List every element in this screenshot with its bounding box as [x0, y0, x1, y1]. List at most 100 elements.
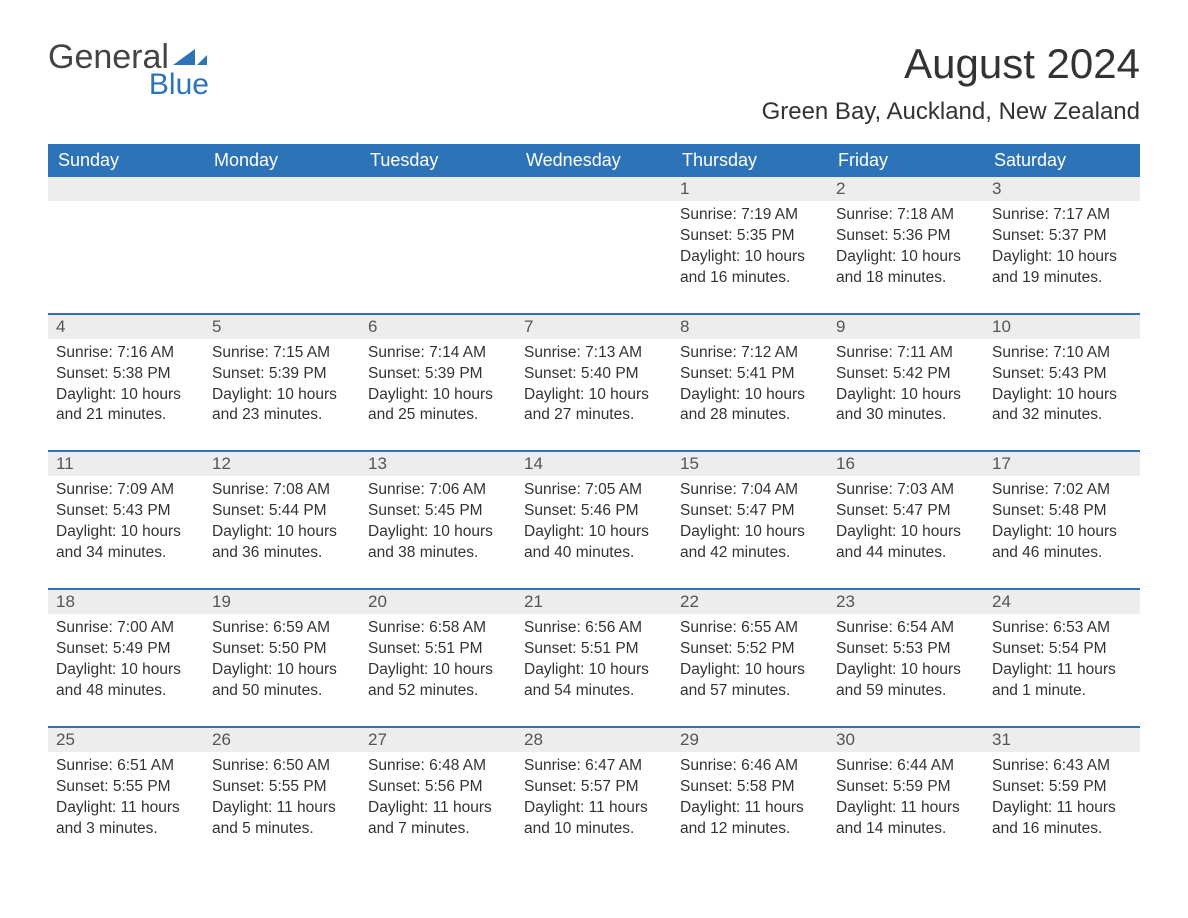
weekday-header: Thursday [672, 144, 828, 177]
day-number: 7 [516, 315, 672, 339]
sunset-text: Sunset: 5:41 PM [680, 364, 820, 385]
daylight-text: Daylight: 10 hours and 40 minutes. [524, 522, 664, 564]
calendar-table: SundayMondayTuesdayWednesdayThursdayFrid… [48, 144, 1140, 863]
daylight-text: Daylight: 10 hours and 27 minutes. [524, 385, 664, 427]
weekday-header: Monday [204, 144, 360, 177]
logo-text-sub: Blue [48, 70, 209, 100]
weekday-header: Saturday [984, 144, 1140, 177]
day-number: 10 [984, 315, 1140, 339]
day-cell: 19Sunrise: 6:59 AMSunset: 5:50 PMDayligh… [204, 589, 360, 727]
month-title: August 2024 [762, 40, 1140, 88]
sunset-text: Sunset: 5:49 PM [56, 639, 196, 660]
day-body: Sunrise: 6:46 AMSunset: 5:58 PMDaylight:… [672, 752, 828, 864]
day-body [516, 201, 672, 301]
day-body: Sunrise: 7:13 AMSunset: 5:40 PMDaylight:… [516, 339, 672, 451]
title-block: August 2024 Green Bay, Auckland, New Zea… [762, 40, 1140, 126]
day-body: Sunrise: 7:08 AMSunset: 5:44 PMDaylight:… [204, 476, 360, 588]
daylight-text: Daylight: 10 hours and 19 minutes. [992, 247, 1132, 289]
day-cell: 28Sunrise: 6:47 AMSunset: 5:57 PMDayligh… [516, 727, 672, 864]
daylight-text: Daylight: 10 hours and 21 minutes. [56, 385, 196, 427]
day-number: 17 [984, 452, 1140, 476]
sunrise-text: Sunrise: 7:13 AM [524, 343, 664, 364]
day-cell: 20Sunrise: 6:58 AMSunset: 5:51 PMDayligh… [360, 589, 516, 727]
day-cell [516, 177, 672, 314]
sunset-text: Sunset: 5:48 PM [992, 501, 1132, 522]
day-body [360, 201, 516, 301]
sunrise-text: Sunrise: 7:12 AM [680, 343, 820, 364]
sunrise-text: Sunrise: 7:00 AM [56, 618, 196, 639]
week-row: 4Sunrise: 7:16 AMSunset: 5:38 PMDaylight… [48, 314, 1140, 452]
day-number: 30 [828, 728, 984, 752]
day-number: 22 [672, 590, 828, 614]
sunrise-text: Sunrise: 7:05 AM [524, 480, 664, 501]
day-body: Sunrise: 6:43 AMSunset: 5:59 PMDaylight:… [984, 752, 1140, 864]
sunset-text: Sunset: 5:54 PM [992, 639, 1132, 660]
day-body: Sunrise: 6:54 AMSunset: 5:53 PMDaylight:… [828, 614, 984, 726]
day-cell: 2Sunrise: 7:18 AMSunset: 5:36 PMDaylight… [828, 177, 984, 314]
day-body: Sunrise: 7:15 AMSunset: 5:39 PMDaylight:… [204, 339, 360, 451]
daylight-text: Daylight: 10 hours and 44 minutes. [836, 522, 976, 564]
sunrise-text: Sunrise: 7:14 AM [368, 343, 508, 364]
daylight-text: Daylight: 10 hours and 46 minutes. [992, 522, 1132, 564]
weekday-header-row: SundayMondayTuesdayWednesdayThursdayFrid… [48, 144, 1140, 177]
day-cell: 29Sunrise: 6:46 AMSunset: 5:58 PMDayligh… [672, 727, 828, 864]
sunrise-text: Sunrise: 7:04 AM [680, 480, 820, 501]
daylight-text: Daylight: 10 hours and 25 minutes. [368, 385, 508, 427]
day-cell: 17Sunrise: 7:02 AMSunset: 5:48 PMDayligh… [984, 451, 1140, 589]
sunset-text: Sunset: 5:35 PM [680, 226, 820, 247]
day-cell: 25Sunrise: 6:51 AMSunset: 5:55 PMDayligh… [48, 727, 204, 864]
day-cell: 26Sunrise: 6:50 AMSunset: 5:55 PMDayligh… [204, 727, 360, 864]
sunrise-text: Sunrise: 6:58 AM [368, 618, 508, 639]
day-cell: 18Sunrise: 7:00 AMSunset: 5:49 PMDayligh… [48, 589, 204, 727]
day-cell: 10Sunrise: 7:10 AMSunset: 5:43 PMDayligh… [984, 314, 1140, 452]
daylight-text: Daylight: 10 hours and 23 minutes. [212, 385, 352, 427]
sunset-text: Sunset: 5:52 PM [680, 639, 820, 660]
day-body: Sunrise: 6:56 AMSunset: 5:51 PMDaylight:… [516, 614, 672, 726]
day-number: 13 [360, 452, 516, 476]
day-body: Sunrise: 7:06 AMSunset: 5:45 PMDaylight:… [360, 476, 516, 588]
day-cell: 3Sunrise: 7:17 AMSunset: 5:37 PMDaylight… [984, 177, 1140, 314]
daylight-text: Daylight: 10 hours and 42 minutes. [680, 522, 820, 564]
day-number: 20 [360, 590, 516, 614]
sunset-text: Sunset: 5:59 PM [992, 777, 1132, 798]
sunrise-text: Sunrise: 6:43 AM [992, 756, 1132, 777]
day-cell: 22Sunrise: 6:55 AMSunset: 5:52 PMDayligh… [672, 589, 828, 727]
day-body: Sunrise: 6:44 AMSunset: 5:59 PMDaylight:… [828, 752, 984, 864]
sunrise-text: Sunrise: 6:59 AM [212, 618, 352, 639]
sunrise-text: Sunrise: 6:46 AM [680, 756, 820, 777]
day-body: Sunrise: 7:02 AMSunset: 5:48 PMDaylight:… [984, 476, 1140, 588]
day-number: 25 [48, 728, 204, 752]
sunrise-text: Sunrise: 6:55 AM [680, 618, 820, 639]
day-body: Sunrise: 6:51 AMSunset: 5:55 PMDaylight:… [48, 752, 204, 864]
weekday-header: Wednesday [516, 144, 672, 177]
day-cell: 7Sunrise: 7:13 AMSunset: 5:40 PMDaylight… [516, 314, 672, 452]
daylight-text: Daylight: 10 hours and 30 minutes. [836, 385, 976, 427]
day-cell: 9Sunrise: 7:11 AMSunset: 5:42 PMDaylight… [828, 314, 984, 452]
sunset-text: Sunset: 5:50 PM [212, 639, 352, 660]
daylight-text: Daylight: 10 hours and 57 minutes. [680, 660, 820, 702]
day-number: 21 [516, 590, 672, 614]
day-cell: 27Sunrise: 6:48 AMSunset: 5:56 PMDayligh… [360, 727, 516, 864]
logo-flag-icon [173, 45, 209, 69]
daylight-text: Daylight: 11 hours and 7 minutes. [368, 798, 508, 840]
sunset-text: Sunset: 5:46 PM [524, 501, 664, 522]
daylight-text: Daylight: 10 hours and 28 minutes. [680, 385, 820, 427]
sunset-text: Sunset: 5:39 PM [212, 364, 352, 385]
sunrise-text: Sunrise: 7:17 AM [992, 205, 1132, 226]
day-number: 18 [48, 590, 204, 614]
sunset-text: Sunset: 5:37 PM [992, 226, 1132, 247]
sunrise-text: Sunrise: 6:53 AM [992, 618, 1132, 639]
sunset-text: Sunset: 5:43 PM [56, 501, 196, 522]
sunset-text: Sunset: 5:55 PM [56, 777, 196, 798]
day-cell [204, 177, 360, 314]
day-cell: 4Sunrise: 7:16 AMSunset: 5:38 PMDaylight… [48, 314, 204, 452]
day-body: Sunrise: 6:50 AMSunset: 5:55 PMDaylight:… [204, 752, 360, 864]
day-body: Sunrise: 6:58 AMSunset: 5:51 PMDaylight:… [360, 614, 516, 726]
day-cell [360, 177, 516, 314]
day-cell: 5Sunrise: 7:15 AMSunset: 5:39 PMDaylight… [204, 314, 360, 452]
day-cell: 13Sunrise: 7:06 AMSunset: 5:45 PMDayligh… [360, 451, 516, 589]
daylight-text: Daylight: 10 hours and 54 minutes. [524, 660, 664, 702]
day-body: Sunrise: 6:55 AMSunset: 5:52 PMDaylight:… [672, 614, 828, 726]
sunrise-text: Sunrise: 7:02 AM [992, 480, 1132, 501]
sunset-text: Sunset: 5:58 PM [680, 777, 820, 798]
